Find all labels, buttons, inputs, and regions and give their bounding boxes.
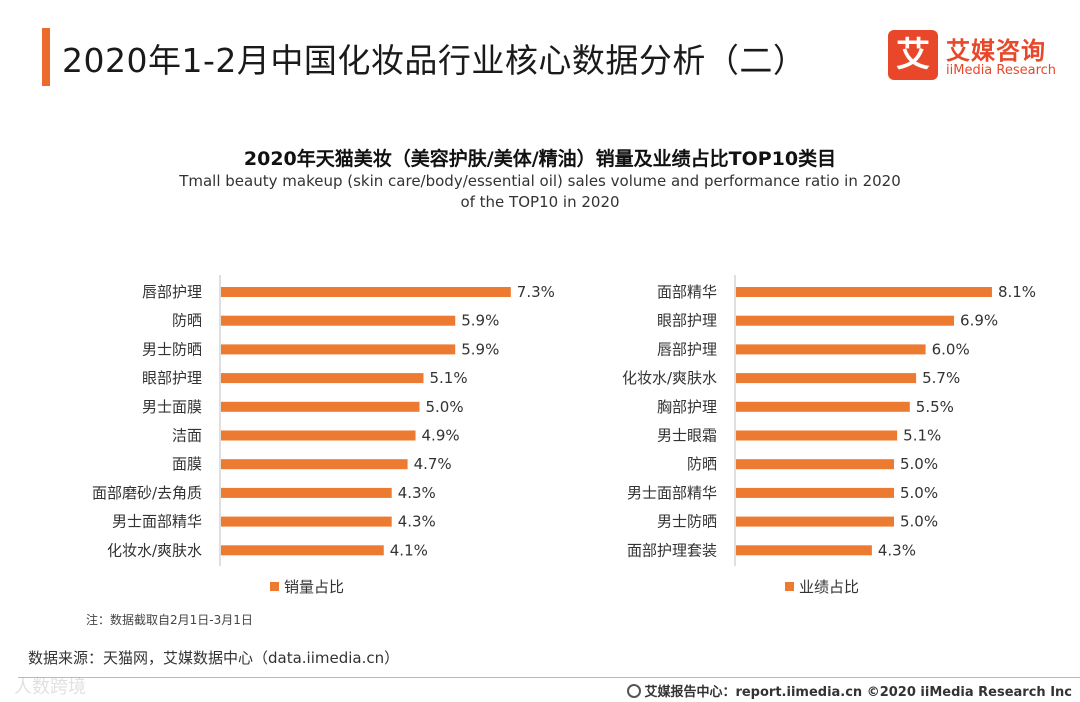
sales-volume-category-label: 男士防晒 bbox=[142, 340, 202, 358]
sales-volume-value-label: 4.7% bbox=[414, 455, 452, 473]
chart-subtitle-line-2: of the TOP10 in 2020 bbox=[460, 193, 620, 211]
performance-category-label: 唇部护理 bbox=[657, 340, 717, 358]
footer-credit-text: 艾媒报告中心：report.iimedia.cn ©2020 iiMedia R… bbox=[644, 685, 1072, 700]
sales-volume-legend-label: 销量占比 bbox=[284, 578, 344, 596]
sales-volume-value-label: 5.1% bbox=[429, 369, 467, 387]
performance-bar bbox=[736, 287, 992, 297]
sales-volume-value-label: 5.0% bbox=[426, 398, 464, 416]
data-source: 数据来源：天猫网，艾媒数据中心（data.iimedia.cn） bbox=[28, 649, 400, 667]
sales-volume-bar bbox=[221, 344, 456, 355]
performance-bar bbox=[736, 344, 926, 355]
performance-value-label: 6.0% bbox=[932, 340, 970, 358]
performance-bar bbox=[736, 315, 955, 326]
logo-mark: 艾 bbox=[888, 30, 938, 80]
sales-volume-category-label: 洁面 bbox=[172, 427, 202, 445]
performance-bar bbox=[736, 516, 894, 527]
performance-category-label: 面部护理套装 bbox=[627, 541, 717, 559]
performance-category-label: 胸部护理 bbox=[657, 398, 717, 416]
sales-volume-value-label: 7.3% bbox=[517, 283, 555, 301]
page-title: 2020年1-2月中国化妆品行业核心数据分析（二） bbox=[62, 41, 807, 80]
logo-english-name: iiMedia Research bbox=[946, 63, 1057, 78]
performance-value-label: 5.5% bbox=[916, 398, 954, 416]
performance-category-label: 男士防晒 bbox=[657, 513, 717, 531]
performance-value-label: 5.0% bbox=[900, 455, 938, 473]
globe-icon bbox=[627, 684, 642, 698]
performance-bar bbox=[736, 487, 894, 498]
performance-category-label: 眼部护理 bbox=[657, 312, 717, 330]
performance-value-label: 5.0% bbox=[900, 513, 938, 531]
performance-value-label: 8.1% bbox=[998, 283, 1036, 301]
chart-subtitle-line-1: Tmall beauty makeup (skin care/body/esse… bbox=[179, 172, 901, 190]
watermark-text: 人数跨境 bbox=[14, 677, 86, 698]
performance-value-label: 6.9% bbox=[960, 312, 998, 330]
performance-bar bbox=[736, 459, 894, 470]
performance-value-label: 5.0% bbox=[900, 484, 938, 502]
sales-volume-category-label: 男士面膜 bbox=[142, 398, 202, 416]
performance-bar bbox=[736, 545, 872, 556]
performance-value-label: 5.7% bbox=[922, 369, 960, 387]
footer-divider bbox=[18, 677, 1080, 678]
data-note: 注：数据截取自2月1日-3月1日 bbox=[86, 613, 253, 627]
sales-volume-category-label: 男士面部精华 bbox=[112, 513, 202, 531]
performance-value-label: 4.3% bbox=[878, 541, 916, 559]
sales-volume-bar bbox=[221, 373, 424, 384]
performance-bar bbox=[736, 401, 910, 412]
sales-volume-bar bbox=[221, 430, 416, 441]
sales-volume-bar bbox=[221, 315, 456, 326]
performance-category-label: 面部精华 bbox=[657, 283, 717, 301]
sales-volume-bar bbox=[221, 401, 420, 412]
sales-volume-value-label: 5.9% bbox=[461, 312, 499, 330]
sales-volume-category-label: 眼部护理 bbox=[142, 369, 202, 387]
sales-volume-category-label: 唇部护理 bbox=[142, 283, 202, 301]
sales-volume-bar bbox=[221, 459, 408, 470]
chart-title: 2020年天猫美妆（美容护肤/美体/精油）销量及业绩占比TOP10类目 bbox=[243, 148, 837, 170]
sales-volume-value-label: 4.3% bbox=[398, 513, 436, 531]
sales-volume-category-label: 面膜 bbox=[172, 455, 202, 473]
performance-value-label: 5.1% bbox=[903, 427, 941, 445]
sales-volume-value-label: 5.9% bbox=[461, 340, 499, 358]
sales-volume-category-label: 防晒 bbox=[172, 312, 202, 330]
performance-category-label: 男士眼霜 bbox=[657, 427, 717, 445]
sales-volume-category-label: 化妆水/爽肤水 bbox=[107, 541, 202, 559]
sales-volume-bar bbox=[221, 287, 511, 297]
performance-legend-swatch bbox=[785, 582, 794, 591]
performance-legend-label: 业绩占比 bbox=[799, 578, 859, 596]
performance-bar bbox=[736, 430, 898, 441]
sales-volume-legend-swatch bbox=[270, 582, 279, 591]
sales-volume-bar bbox=[221, 516, 392, 527]
sales-volume-value-label: 4.9% bbox=[422, 427, 460, 445]
footer-credit: 艾媒报告中心：report.iimedia.cn ©2020 iiMedia R… bbox=[627, 681, 1072, 700]
sales-volume-bar bbox=[221, 487, 392, 498]
performance-category-label: 男士面部精华 bbox=[627, 484, 717, 502]
logo-chinese-name: 艾媒咨询 bbox=[946, 37, 1046, 65]
sales-volume-value-label: 4.1% bbox=[390, 541, 428, 559]
performance-category-label: 防晒 bbox=[687, 455, 717, 473]
sales-volume-bar bbox=[221, 545, 384, 556]
title-accent-bar bbox=[42, 28, 50, 86]
brand-logo: 艾 艾媒咨询 iiMedia Research bbox=[888, 30, 1068, 82]
sales-volume-category-label: 面部磨砂/去角质 bbox=[92, 484, 202, 502]
performance-category-label: 化妆水/爽肤水 bbox=[622, 369, 717, 387]
sales-volume-value-label: 4.3% bbox=[398, 484, 436, 502]
performance-bar bbox=[736, 373, 917, 384]
